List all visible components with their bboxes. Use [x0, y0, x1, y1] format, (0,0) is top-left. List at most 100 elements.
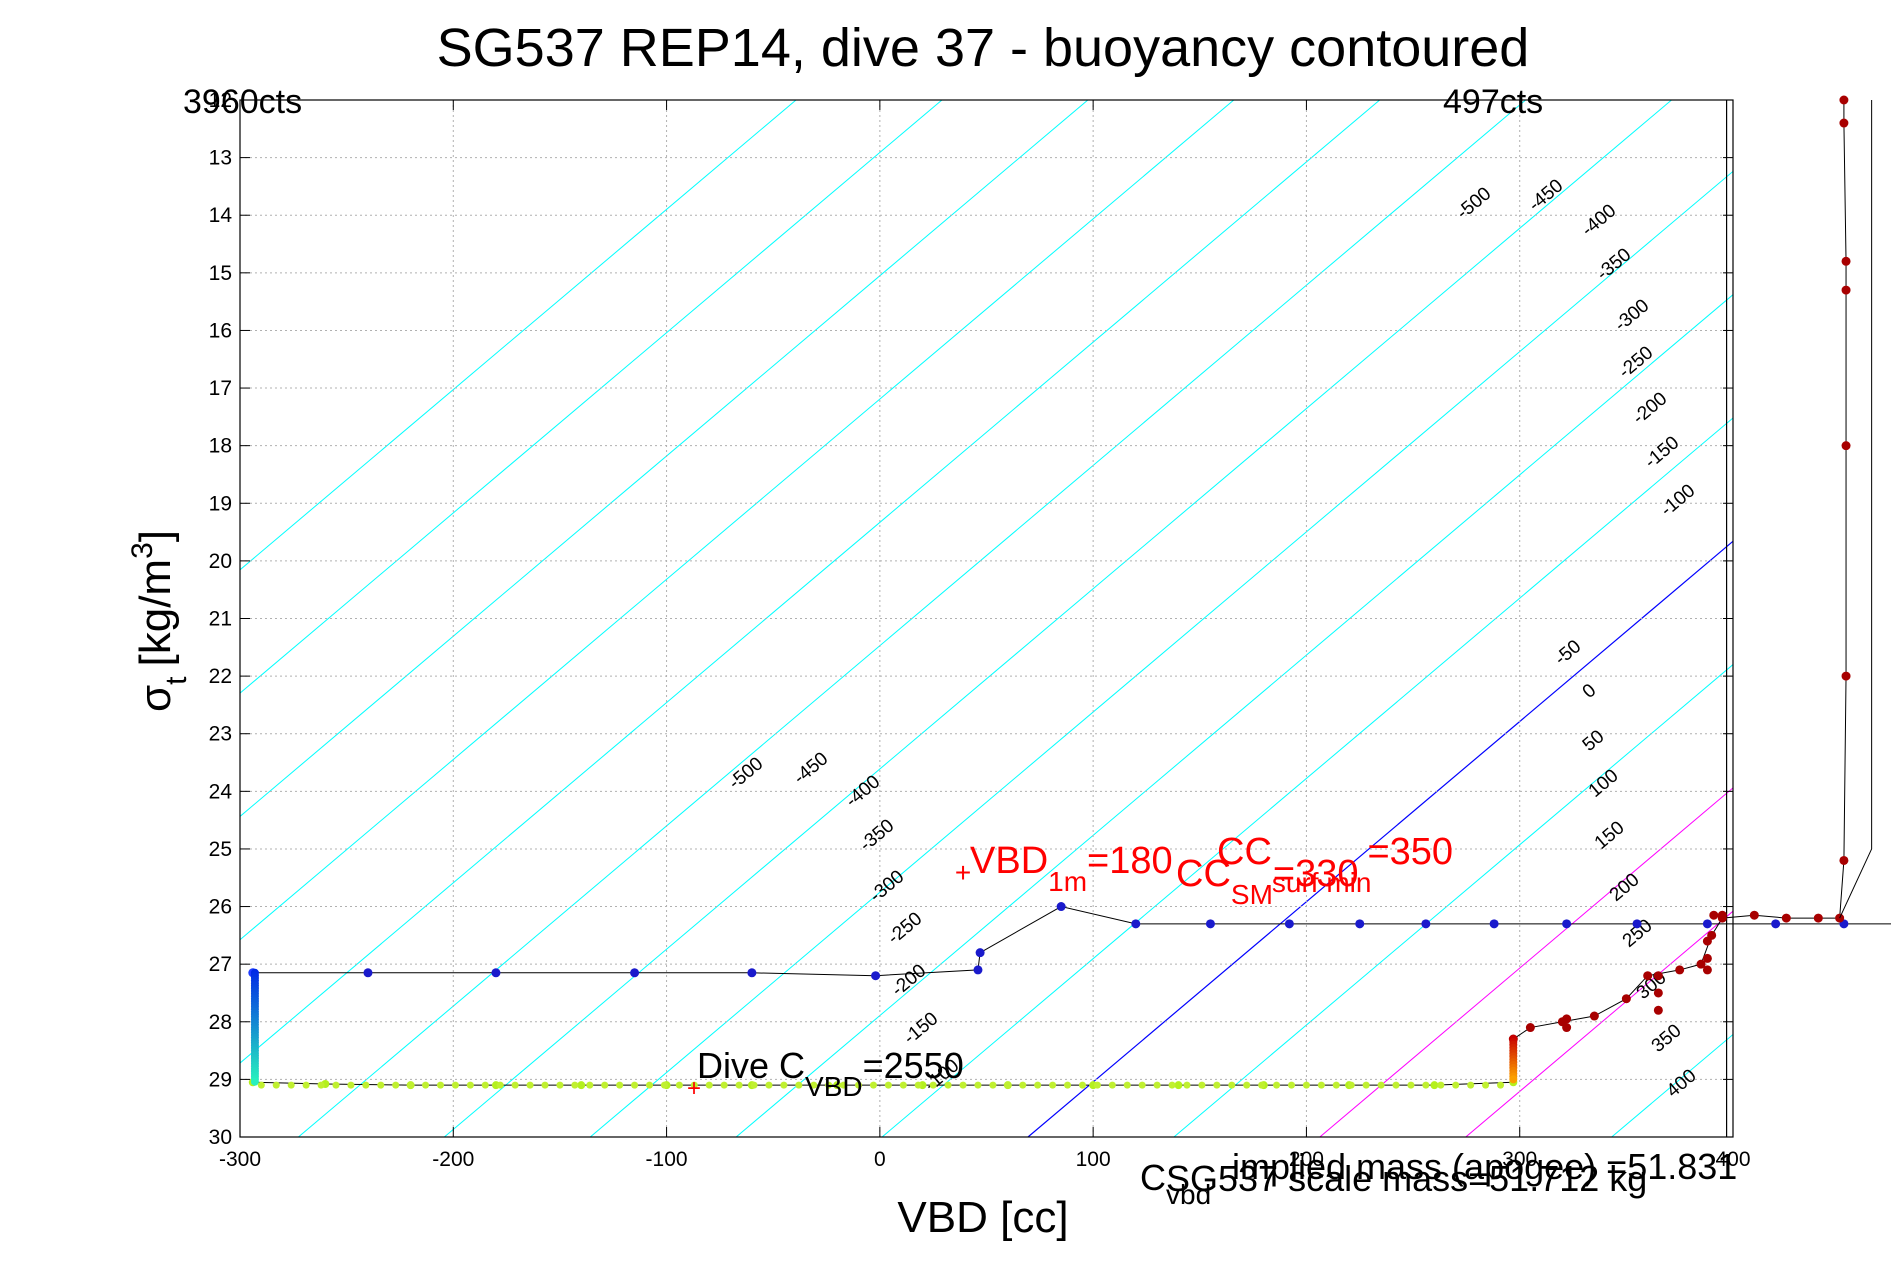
scale-mass-annotation: SG537 scale mass=51.712 kg: [1166, 1158, 1647, 1199]
data-point: [631, 1081, 639, 1089]
data-point: [1056, 902, 1066, 912]
data-point: [511, 1081, 519, 1089]
min-vbd-counts-label: 3960cts: [183, 83, 302, 121]
dive-c-marker: +: [687, 1075, 701, 1102]
data-point: [1108, 1081, 1116, 1089]
data-point: [1317, 1081, 1325, 1089]
data-point: [392, 1081, 400, 1089]
data-point: [1562, 919, 1572, 929]
y-tick-label: 27: [209, 953, 232, 976]
data-point: [1841, 671, 1851, 681]
data-point: [630, 968, 640, 978]
contour-line: [443, 100, 1672, 1137]
data-point: [1589, 1011, 1599, 1021]
x-tick-label: 300: [1502, 1148, 1537, 1171]
y-tick-label: 16: [209, 319, 232, 342]
series-line: [252, 906, 1891, 977]
data-point: [1198, 1081, 1206, 1089]
data-point: [1168, 1081, 1176, 1089]
data-point: [1392, 1081, 1400, 1089]
y-tick-label: 29: [209, 1068, 232, 1091]
dive-c-value: =2550: [863, 1045, 964, 1086]
data-point: [466, 1081, 474, 1089]
data-point: [929, 1081, 937, 1089]
y-tick-label: 30: [209, 1126, 232, 1149]
data-point: [1019, 1081, 1027, 1089]
data-point: [1049, 1081, 1057, 1089]
data-point: [332, 1081, 340, 1089]
data-point: [362, 1081, 370, 1089]
y-axis-title-superscript: 3: [126, 542, 159, 559]
svg-text:Dive CVBD=2550: Dive CVBD=2550: [697, 1045, 964, 1102]
data-point: [690, 1081, 698, 1089]
data-point: [660, 1081, 668, 1089]
data-point: [1123, 1081, 1131, 1089]
y-tick-label: 23: [209, 723, 232, 746]
y-tick-label: 14: [209, 204, 233, 227]
cc-sm-annotation: CCSM=330: [1176, 853, 1358, 910]
cc-surf-annotation: CCsurf min=350: [1217, 831, 1453, 898]
data-point: [795, 1081, 803, 1089]
contour-line: [240, 100, 1089, 818]
data-point: [1302, 1081, 1310, 1089]
data-point: [810, 1081, 818, 1089]
vbd-1m-marker: +: [955, 857, 971, 888]
data-point: [1452, 1081, 1460, 1089]
data-point: [496, 1081, 504, 1089]
data-point: [765, 1081, 773, 1089]
data-point: [1696, 959, 1706, 969]
data-point: [1467, 1081, 1475, 1089]
data-point: [1813, 913, 1823, 923]
cc-surf-subscript: surf min: [1272, 867, 1372, 898]
data-point: [735, 1081, 743, 1089]
contour-line: [1319, 787, 1733, 1137]
data-point: [1287, 1081, 1295, 1089]
data-point: [1702, 953, 1712, 963]
data-point: [1064, 1081, 1072, 1089]
data-point: [1377, 1081, 1385, 1089]
data-point: [1675, 965, 1685, 975]
y-tick-label: 26: [209, 896, 232, 919]
data-point: [272, 1081, 280, 1089]
y-tick-label: 28: [209, 1011, 232, 1034]
data-point: [1653, 1005, 1663, 1015]
data-point: [1509, 1075, 1518, 1084]
data-point: [1138, 1081, 1146, 1089]
y-axis-title-unit: [kg/m: [131, 559, 180, 667]
data-point: [1702, 965, 1712, 975]
data-point: [1034, 1081, 1042, 1089]
data-point: [481, 1081, 489, 1089]
vbd-1m-annotation: + VBD1m=180: [955, 840, 1173, 897]
x-tick-label: -100: [646, 1148, 688, 1171]
data-point: [975, 948, 985, 958]
data-point: [1004, 1081, 1012, 1089]
data-point: [1347, 1081, 1355, 1089]
data-point: [1213, 1081, 1221, 1089]
data-point: [1421, 919, 1431, 929]
data-point: [601, 1081, 609, 1089]
data-point: [884, 1081, 892, 1089]
x-axis-title: VBD [cc]: [897, 1193, 1068, 1242]
data-point: [1437, 1081, 1445, 1089]
data-point: [302, 1081, 310, 1089]
data-point: [705, 1081, 713, 1089]
data-point: [1407, 1081, 1415, 1089]
dive-c-subscript: VBD: [805, 1071, 863, 1102]
series-line: [1839, 100, 1873, 919]
svg-text:CCSM=330: CCSM=330: [1176, 853, 1358, 910]
dive-c-annotation: + Dive CVBD=2550: [687, 1045, 964, 1102]
data-point: [1841, 441, 1851, 451]
data-point: [317, 1081, 325, 1089]
data-point: [1839, 855, 1849, 865]
data-point: [1131, 919, 1141, 929]
data-point: [1205, 919, 1215, 929]
vbd-1m-value: =180: [1087, 840, 1173, 882]
data-point: [1643, 971, 1653, 981]
data-point: [1702, 936, 1712, 946]
data-point: [250, 1077, 259, 1086]
data-point: [1781, 913, 1791, 923]
svg-text:VBD1m=180: VBD1m=180: [970, 840, 1173, 897]
y-axis-title-subscript: t: [160, 676, 193, 685]
